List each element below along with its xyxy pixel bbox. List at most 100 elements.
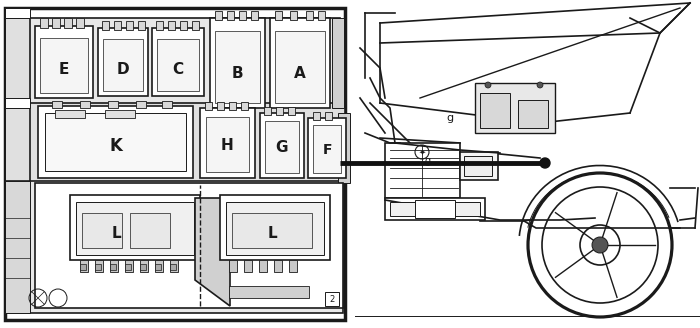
Bar [259, 260, 267, 272]
Bar [155, 260, 163, 272]
Bar [313, 112, 320, 120]
Bar [45, 113, 186, 171]
Bar [157, 39, 199, 91]
Circle shape [592, 237, 608, 253]
Bar [114, 21, 121, 30]
Bar [40, 38, 88, 93]
Text: G: G [276, 140, 288, 155]
Bar [290, 11, 297, 20]
Bar [55, 110, 85, 118]
Text: B: B [231, 66, 243, 80]
Bar [200, 108, 255, 178]
Bar [52, 18, 60, 28]
Text: D: D [117, 63, 130, 77]
Bar [215, 31, 260, 103]
Bar [415, 200, 455, 218]
Bar [206, 117, 249, 172]
Bar [338, 113, 350, 183]
Bar [275, 11, 282, 20]
Bar [136, 101, 146, 108]
Bar [226, 202, 324, 255]
Bar [192, 21, 199, 30]
Bar [241, 102, 248, 110]
Text: C: C [172, 63, 183, 77]
Bar [325, 292, 339, 306]
Bar [80, 264, 86, 270]
Bar [110, 260, 118, 272]
Bar [229, 102, 236, 110]
Text: ✦: ✦ [419, 148, 426, 156]
Bar [348, 8, 696, 320]
Bar [260, 113, 304, 178]
Text: A: A [294, 66, 306, 80]
Bar [125, 264, 131, 270]
Bar [35, 183, 343, 308]
Bar [5, 18, 30, 108]
Bar [306, 11, 313, 20]
Bar [98, 28, 148, 96]
Bar [30, 18, 340, 108]
Text: 2: 2 [330, 295, 335, 303]
Bar [76, 18, 84, 28]
Text: K: K [110, 137, 122, 155]
Bar [276, 107, 283, 115]
Bar [168, 21, 175, 30]
Bar [125, 260, 133, 272]
Bar [38, 106, 193, 178]
Bar [103, 39, 143, 91]
Bar [274, 260, 282, 272]
Bar [215, 11, 222, 20]
Bar [464, 156, 492, 176]
Text: L: L [267, 226, 276, 240]
Bar [170, 264, 176, 270]
Circle shape [540, 158, 550, 168]
Bar [232, 213, 312, 248]
Bar [264, 107, 271, 115]
Circle shape [485, 82, 491, 88]
Bar [475, 83, 555, 133]
Bar [288, 107, 295, 115]
Bar [155, 264, 161, 270]
Bar [205, 102, 212, 110]
Bar [40, 18, 48, 28]
Bar [5, 188, 30, 298]
Text: g: g [425, 156, 431, 166]
Bar [70, 195, 200, 260]
Bar [244, 260, 252, 272]
Bar [5, 8, 30, 18]
Bar [76, 202, 194, 255]
Bar [5, 108, 30, 188]
Bar [313, 125, 341, 173]
Bar [265, 121, 299, 173]
Bar [156, 21, 163, 30]
Bar [229, 286, 309, 298]
Bar [480, 93, 510, 128]
Bar [95, 260, 103, 272]
Bar [180, 21, 187, 30]
Bar [170, 260, 178, 272]
Bar [217, 102, 224, 110]
Bar [210, 18, 265, 108]
Bar [108, 101, 118, 108]
Bar [385, 198, 485, 220]
Bar [308, 118, 346, 178]
Bar [95, 264, 101, 270]
Bar [5, 181, 30, 313]
Bar [110, 264, 116, 270]
Bar [390, 202, 480, 216]
Bar [385, 143, 460, 198]
Bar [275, 31, 325, 103]
Text: g: g [447, 113, 454, 123]
Circle shape [537, 82, 543, 88]
Bar [52, 101, 62, 108]
Bar [152, 28, 204, 96]
Bar [289, 260, 297, 272]
Bar [140, 260, 148, 272]
Bar [130, 213, 170, 248]
Text: H: H [220, 138, 233, 154]
Bar [229, 260, 237, 272]
Bar [239, 11, 246, 20]
Bar [30, 103, 345, 183]
Text: E: E [59, 63, 69, 77]
Bar [102, 21, 109, 30]
